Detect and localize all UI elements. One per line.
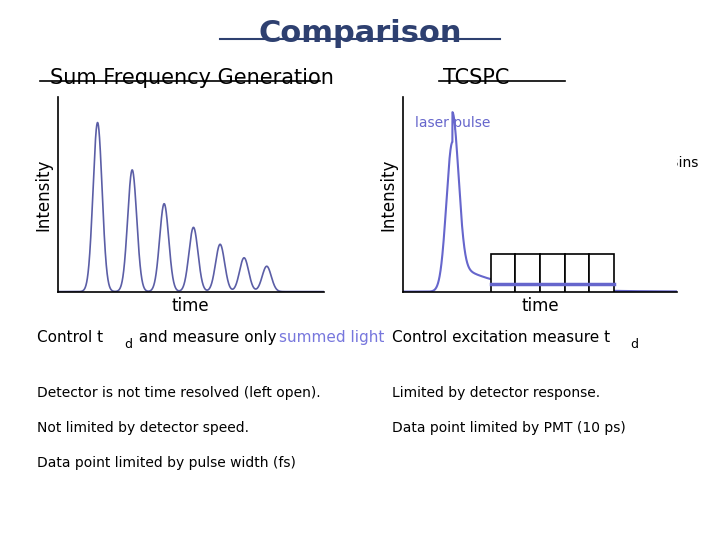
Text: Not limited by detector speed.: Not limited by detector speed. <box>37 421 249 435</box>
Bar <box>491 254 516 292</box>
Text: Sum Frequency Generation: Sum Frequency Generation <box>50 68 334 87</box>
Bar <box>589 254 614 292</box>
Text: Control excitation measure t: Control excitation measure t <box>392 330 611 346</box>
Text: TCSPC: TCSPC <box>443 68 509 87</box>
Bar <box>516 254 540 292</box>
Text: Limited by detector response.: Limited by detector response. <box>392 386 600 400</box>
Y-axis label: Intensity: Intensity <box>34 158 52 231</box>
Text: Data point limited by PMT (10 ps): Data point limited by PMT (10 ps) <box>392 421 626 435</box>
Text: Data point limited by pulse width (fs): Data point limited by pulse width (fs) <box>37 456 297 470</box>
Y-axis label: Intensity: Intensity <box>379 158 397 231</box>
Text: Control t: Control t <box>37 330 104 346</box>
X-axis label: time: time <box>521 297 559 315</box>
Text: summed light: summed light <box>279 330 384 346</box>
Text: Detector is not time resolved (left open).: Detector is not time resolved (left open… <box>37 386 321 400</box>
Bar <box>540 254 564 292</box>
Text: and measure only: and measure only <box>134 330 282 346</box>
X-axis label: time: time <box>172 297 210 315</box>
Text: Detector Bins: Detector Bins <box>604 156 699 210</box>
Text: d: d <box>124 338 132 351</box>
Text: d: d <box>631 338 639 351</box>
Text: Comparison: Comparison <box>258 19 462 48</box>
Bar <box>564 254 589 292</box>
Text: laser pulse: laser pulse <box>415 116 490 130</box>
